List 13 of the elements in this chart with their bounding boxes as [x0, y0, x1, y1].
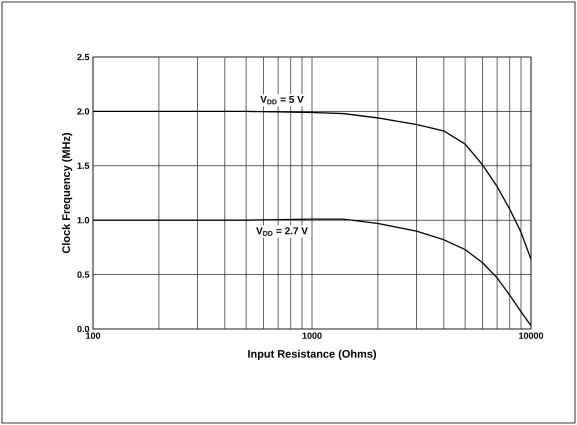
y-tick-label: 1.5: [78, 162, 90, 169]
y-tick-label: 0.0: [77, 326, 90, 332]
x-tick-label: 100: [86, 332, 100, 339]
y-axis-title: Clock Frequency (MHz): [62, 132, 72, 254]
y-tick-label: 2.5: [77, 54, 90, 60]
x-axis-title: Input Resistance (Ohms): [248, 350, 376, 360]
series-label: V$_{DD}$ = 5 V: [260, 96, 304, 104]
y-tick-label: 1.0: [78, 217, 90, 224]
y-tick-label: 0.5: [77, 271, 90, 278]
y-tick-label: 2.0: [77, 108, 90, 115]
series-label: V$_{DD}$ = 2.7 V: [256, 227, 308, 236]
x-tick-label: 1000: [302, 332, 322, 339]
x-tick-label: 10000: [519, 332, 544, 339]
